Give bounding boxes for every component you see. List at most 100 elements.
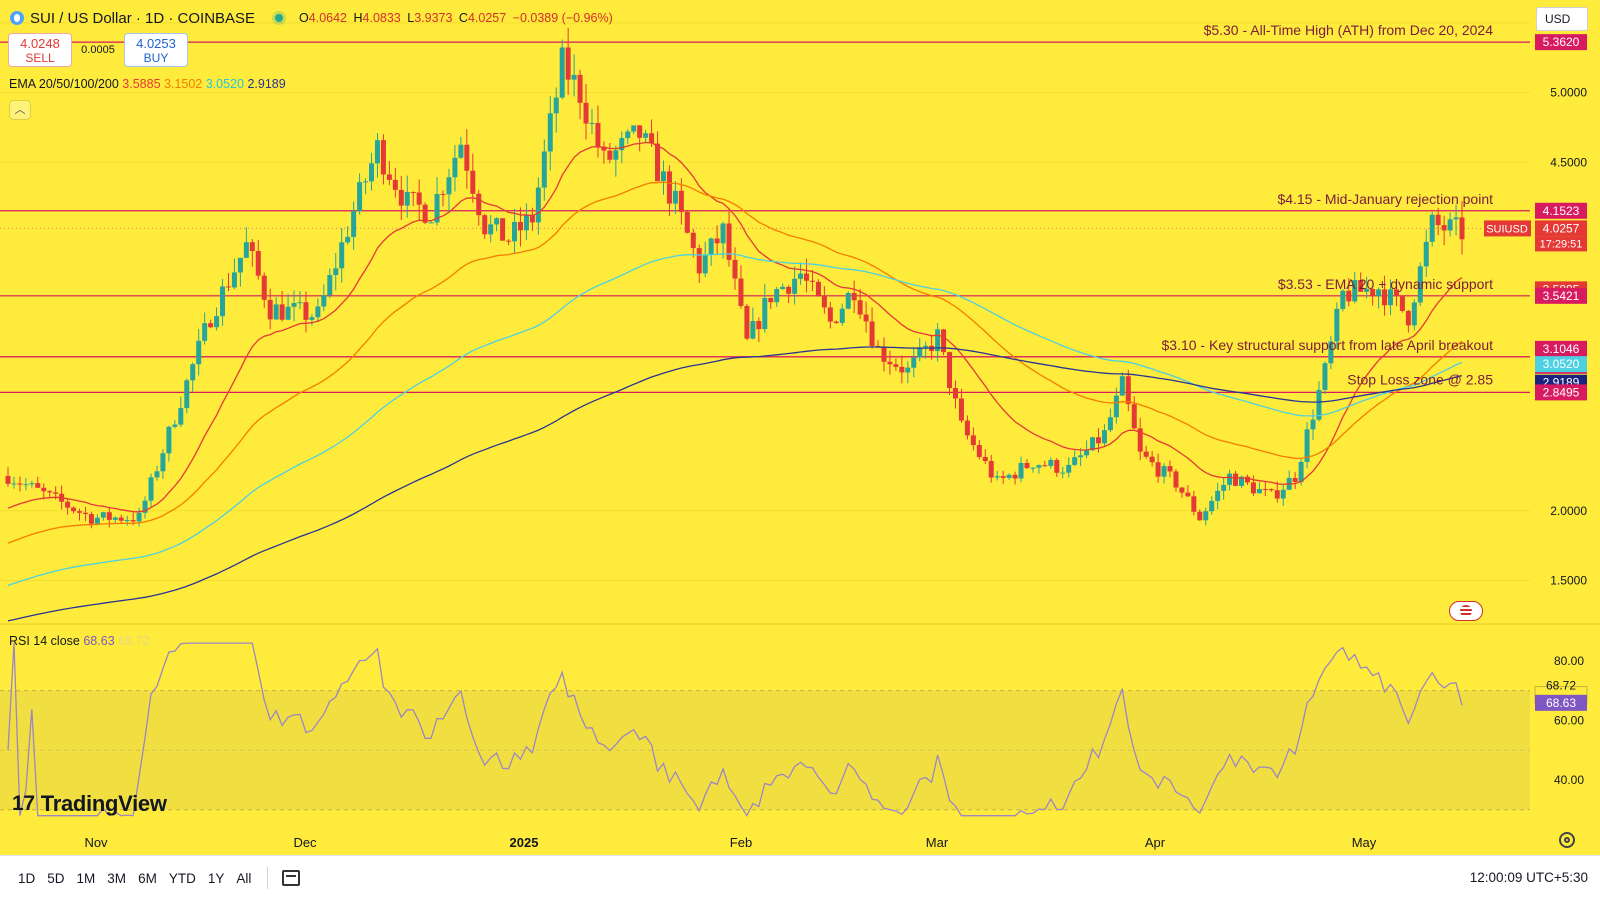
candle-body — [768, 298, 774, 303]
clock-readout[interactable]: 12:00:09 UTC+5:30 — [1469, 870, 1588, 885]
candle-body — [696, 248, 702, 274]
range-1y[interactable]: 1Y — [207, 870, 225, 886]
candle-body — [458, 144, 464, 158]
candle-body — [1268, 489, 1274, 491]
candle-body — [166, 426, 172, 454]
candle-body — [804, 273, 810, 281]
candle-body — [291, 303, 297, 307]
candle-body — [148, 477, 154, 501]
chart-area[interactable]: $5.30 - All-Time High (ATH) from Dec 20,… — [0, 0, 1600, 855]
candle-body — [452, 157, 458, 178]
candle-body — [5, 475, 11, 484]
candle-body — [821, 295, 827, 308]
candle-body — [285, 306, 291, 320]
candle-body — [1227, 473, 1233, 485]
ema100-value: 3.0520 — [205, 77, 244, 91]
candle-body — [1101, 430, 1107, 444]
range-5d[interactable]: 5D — [47, 870, 65, 886]
currency-select[interactable]: USD — [1536, 7, 1588, 31]
change-value: −0.0389 (−0.96%) — [512, 11, 613, 25]
candle-body — [1197, 511, 1203, 521]
time-tick-label: Feb — [730, 835, 752, 850]
gear-icon[interactable] — [1559, 832, 1575, 848]
candle-body — [1054, 459, 1060, 473]
range-1d[interactable]: 1D — [18, 870, 36, 886]
countdown-text: 17:29:51 — [1540, 238, 1583, 250]
rsi-value-label: 68.63 — [1546, 696, 1576, 710]
candle-body — [1078, 455, 1084, 458]
candle-body — [738, 278, 744, 306]
spread-value: 0.0005 — [81, 44, 115, 56]
candle-body — [476, 193, 482, 216]
candle-body — [1060, 472, 1066, 474]
candle-body — [1179, 487, 1185, 493]
candle-body — [1125, 376, 1131, 405]
candle-body — [434, 194, 440, 223]
candle-body — [535, 187, 541, 223]
candle-body — [845, 293, 851, 309]
candle-body — [1036, 465, 1042, 468]
candle-body — [309, 317, 315, 320]
rsi-legend[interactable]: RSI 14 close 68.63 68.72 — [9, 634, 149, 648]
range-ytd[interactable]: YTD — [168, 870, 196, 886]
candle-body — [488, 224, 494, 235]
range-6m[interactable]: 6M — [138, 870, 157, 886]
price-label-box — [1535, 202, 1587, 219]
candle-body — [762, 298, 768, 330]
candle-body — [100, 512, 106, 518]
rsi-tick-label: 40.00 — [1554, 773, 1584, 787]
candle-body — [512, 221, 518, 242]
candle-body — [1244, 476, 1250, 483]
candle-body — [23, 484, 29, 486]
price-label-box — [1535, 287, 1587, 304]
candle-body — [899, 366, 905, 373]
candle-body — [827, 307, 833, 322]
candle-body — [1161, 466, 1167, 477]
candle-body — [1209, 500, 1215, 512]
candle-body — [553, 97, 559, 114]
candle-body — [225, 286, 231, 288]
calendar-icon[interactable] — [282, 870, 301, 886]
candle-body — [386, 174, 392, 180]
candle-body — [71, 507, 77, 512]
us-flag-icon[interactable] — [1449, 601, 1483, 621]
range-3m[interactable]: 3M — [107, 870, 127, 886]
rsi-legend-value: 68.63 — [83, 634, 115, 648]
candle-body — [196, 340, 202, 365]
candle-body — [947, 352, 953, 389]
collapse-legend-button[interactable]: ︿ — [9, 100, 31, 120]
candle-body — [571, 74, 577, 80]
tradingview-logo[interactable]: 17 TradingView — [12, 791, 167, 817]
candle-body — [798, 273, 804, 279]
candle-body — [964, 420, 970, 436]
candle-body — [351, 211, 357, 237]
sell-button[interactable]: 4.0248 SELL — [8, 33, 72, 67]
symbol-title[interactable]: SUI / US Dollar · 1D · COINBASE — [30, 9, 256, 27]
candle-body — [142, 500, 148, 513]
candle-body — [279, 304, 285, 320]
low-key: L — [407, 11, 415, 25]
candle-body — [982, 456, 988, 462]
candle-body — [655, 143, 661, 182]
candle-body — [500, 218, 506, 241]
candle-body — [720, 223, 726, 244]
buy-button[interactable]: 4.0253 BUY — [124, 33, 188, 67]
candle-body — [595, 122, 601, 147]
time-tick-label: Mar — [926, 835, 949, 850]
candle-body — [893, 364, 899, 367]
sui-coin-icon — [10, 11, 24, 25]
candle-body — [869, 321, 875, 346]
symbol-tag-box — [1484, 220, 1531, 237]
candle-body — [774, 289, 780, 303]
candle-body — [136, 512, 142, 522]
candle-body — [1346, 290, 1352, 302]
candle-body — [1173, 471, 1179, 488]
ema-legend[interactable]: EMA 20/50/100/200 3.5885 3.1502 3.0520 2… — [9, 77, 286, 91]
range-1m[interactable]: 1M — [76, 870, 96, 886]
candle-body — [988, 461, 994, 478]
annotation-label: $3.53 - EMA 20 + dynamic support — [1278, 276, 1493, 292]
range-all[interactable]: All — [236, 870, 252, 886]
candle-body — [613, 150, 619, 160]
candle-body — [1215, 490, 1221, 501]
price-chart-svg[interactable]: $5.30 - All-Time High (ATH) from Dec 20,… — [0, 0, 1600, 855]
